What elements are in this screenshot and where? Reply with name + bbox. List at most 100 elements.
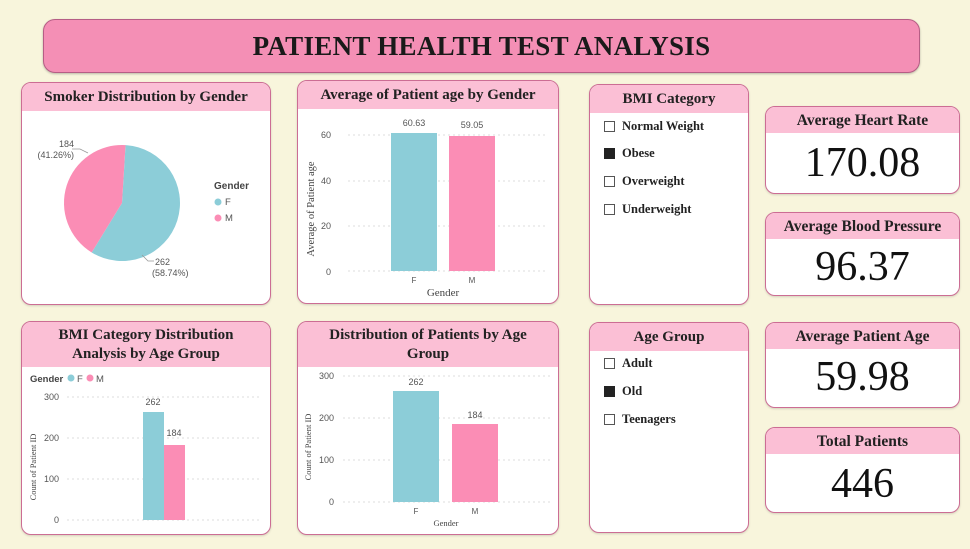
- bar-f[interactable]: [393, 391, 439, 502]
- kpi-average-heart-rate: Average Heart Rate 170.08: [765, 106, 960, 194]
- slicer-item-underweight[interactable]: Underweight: [604, 202, 691, 217]
- bar-f[interactable]: [143, 412, 164, 520]
- slicer-item-overweight[interactable]: Overweight: [604, 174, 684, 189]
- x-tick-label: M: [472, 507, 479, 516]
- y-tick-label: 0: [326, 267, 331, 277]
- card-title-line: Distribution of Patients by Age: [329, 326, 527, 343]
- bar-m[interactable]: [164, 445, 185, 520]
- checkbox-checked-icon[interactable]: [604, 386, 615, 397]
- kpi-total-patients: Total Patients 446: [765, 427, 960, 513]
- kpi-label: Average Heart Rate: [766, 107, 959, 133]
- kpi-value: 59.98: [815, 354, 910, 400]
- pie-legend-label-m: M: [225, 213, 233, 224]
- bar-label-f: 262: [145, 397, 160, 407]
- slicer-item-label: Obese: [622, 146, 655, 160]
- y-axis-label: Count of Patient ID: [303, 414, 313, 481]
- kpi-label: Total Patients: [766, 428, 959, 454]
- smoker-pie-chart[interactable]: 184 (41.26%) 262 (58.74%) Gender F M: [22, 111, 270, 304]
- pie-label-m-pct: (41.26%): [37, 150, 74, 160]
- age-group-slicer[interactable]: Age Group Adult Old Teenagers: [589, 322, 749, 533]
- average-age-card[interactable]: Average of Patient age by Gender 60 40 2…: [297, 80, 559, 304]
- slicer-item-label: Overweight: [622, 174, 685, 188]
- bar-label-f: 262: [408, 377, 423, 387]
- slicer-item-old[interactable]: Old: [604, 384, 642, 399]
- bar-f[interactable]: [391, 133, 437, 271]
- checkbox-icon[interactable]: [604, 358, 615, 369]
- x-axis-label: Gender: [427, 287, 460, 299]
- bmi-age-bar-chart[interactable]: Gender F M 300 200 100 0 262 184 Count o…: [22, 367, 270, 534]
- smoker-distribution-card[interactable]: Smoker Distribution by Gender 184 (41.26…: [21, 82, 271, 305]
- y-tick-label: 300: [319, 371, 334, 381]
- kpi-label: Average Blood Pressure: [766, 213, 959, 239]
- y-tick-label: 0: [329, 497, 334, 507]
- kpi-value: 96.37: [815, 244, 910, 290]
- x-axis-label: Gender: [433, 518, 458, 528]
- average-age-card-title: Average of Patient age by Gender: [298, 81, 558, 109]
- kpi-value: 170.08: [804, 140, 921, 186]
- bar-m[interactable]: [452, 424, 498, 502]
- slicer-item-obese[interactable]: Obese: [604, 146, 655, 161]
- checkbox-icon[interactable]: [604, 121, 615, 132]
- card-title-line: BMI Category Distribution: [58, 326, 234, 343]
- legend-label-m: M: [96, 374, 104, 385]
- kpi-label: Average Patient Age: [766, 323, 959, 349]
- y-tick-label: 300: [44, 392, 59, 402]
- pie-slice-m[interactable]: [63, 145, 126, 253]
- average-age-bar-chart[interactable]: 60 40 20 0 60.63 59.05 F M Gender Averag…: [298, 109, 558, 303]
- checkbox-icon[interactable]: [604, 176, 615, 187]
- x-tick-label: F: [414, 507, 419, 516]
- age-group-bar-chart[interactable]: 300 200 100 0 262 184 F M Gender Count o…: [298, 367, 558, 534]
- checkbox-icon[interactable]: [604, 414, 615, 425]
- bar-m[interactable]: [449, 136, 495, 271]
- slicer-item-adult[interactable]: Adult: [604, 356, 653, 371]
- kpi-value: 446: [831, 461, 894, 507]
- pie-slice-f[interactable]: [91, 145, 180, 262]
- slicer-item-label: Adult: [622, 356, 653, 370]
- slicer-item-label: Underweight: [622, 202, 692, 216]
- dashboard-title: PATIENT HEALTH TEST ANALYSIS: [252, 30, 711, 61]
- checkbox-icon[interactable]: [604, 204, 615, 215]
- pie-legend-marker-f: [214, 198, 222, 206]
- card-title-line: Group: [406, 345, 450, 362]
- checkbox-checked-icon[interactable]: [604, 148, 615, 159]
- slicer-item-label: Normal Weight: [622, 119, 705, 133]
- y-tick-label: 0: [54, 515, 59, 525]
- pie-leader-line-f: [141, 254, 154, 262]
- slicer-item-label: Old: [622, 384, 643, 398]
- pie-legend-marker-m: [214, 214, 222, 222]
- bar-label-m: 184: [467, 410, 482, 420]
- pie-leader-line-m: [72, 148, 89, 154]
- bar-label-m: 59.05: [461, 120, 484, 130]
- slicer-item-label: Teenagers: [622, 412, 676, 426]
- bmi-category-slicer[interactable]: BMI Category Normal Weight Obese Overwei…: [589, 84, 749, 305]
- dist-card-title: Distribution of Patients by Age Group: [298, 322, 558, 367]
- slicer-item-teenagers[interactable]: Teenagers: [604, 412, 676, 427]
- y-axis-label: Average of Patient age: [306, 161, 317, 256]
- pie-legend-label-f: F: [225, 197, 231, 208]
- legend-marker-f: [67, 374, 75, 382]
- x-tick-label: M: [469, 276, 476, 285]
- bar-label-m: 184: [166, 428, 181, 438]
- y-tick-label: 100: [319, 455, 334, 465]
- kpi-average-blood-pressure: Average Blood Pressure 96.37: [765, 212, 960, 296]
- y-tick-label: 60: [321, 130, 331, 140]
- kpi-average-patient-age: Average Patient Age 59.98: [765, 322, 960, 408]
- legend-title: Gender: [30, 374, 64, 385]
- slicer-item-normal-weight[interactable]: Normal Weight: [604, 119, 704, 134]
- bmi-age-distribution-card[interactable]: BMI Category Distribution Analysis by Ag…: [21, 321, 271, 535]
- card-title-line: Analysis by Age Group: [72, 345, 220, 362]
- y-tick-label: 200: [319, 413, 334, 423]
- pie-label-f-count: 262: [155, 257, 170, 267]
- dashboard-title-bar: PATIENT HEALTH TEST ANALYSIS: [43, 19, 920, 73]
- y-tick-label: 20: [321, 221, 331, 231]
- bar-label-f: 60.63: [403, 118, 426, 128]
- pie-label-f-pct: (58.74%): [152, 268, 189, 278]
- bmi-slicer-title: BMI Category: [590, 85, 748, 113]
- pie-legend-title: Gender: [214, 181, 249, 192]
- legend-label-f: F: [77, 374, 83, 385]
- x-tick-label: F: [412, 276, 417, 285]
- y-axis-label: Count of Patient ID: [28, 434, 38, 501]
- age-group-slicer-title: Age Group: [590, 323, 748, 351]
- age-group-distribution-card[interactable]: Distribution of Patients by Age Group 30…: [297, 321, 559, 535]
- y-tick-label: 40: [321, 176, 331, 186]
